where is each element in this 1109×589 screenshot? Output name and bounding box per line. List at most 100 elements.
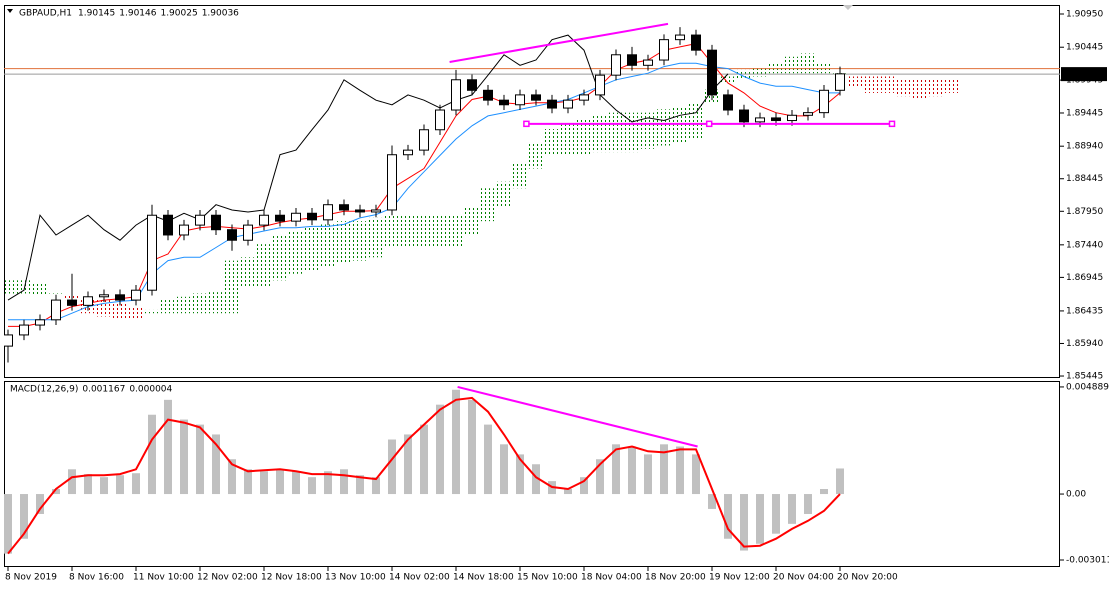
cloud-segment xyxy=(256,244,272,287)
candle-body xyxy=(243,224,253,241)
x-tick-label: 12 Nov 02:00 xyxy=(197,573,258,583)
y-tick-label: 1.87440 xyxy=(1066,240,1103,250)
candle-body xyxy=(163,214,173,236)
y-tick-label: 1.86435 xyxy=(1066,306,1103,316)
y-tick-label: 1.88445 xyxy=(1066,174,1103,184)
candle-body xyxy=(691,34,701,51)
macd-bar xyxy=(516,454,524,495)
macd-bar xyxy=(4,494,12,554)
candle-body xyxy=(499,99,509,106)
cloud-segment xyxy=(928,79,944,97)
indicator-line xyxy=(8,43,841,327)
candle-body xyxy=(275,214,285,222)
candle-body xyxy=(51,299,61,321)
candle-body xyxy=(307,212,317,221)
macd-bar xyxy=(404,434,412,495)
trend-anchor xyxy=(523,120,530,128)
cloud-segment xyxy=(752,66,768,77)
candle-body xyxy=(4,334,13,347)
cloud-segment xyxy=(272,234,288,281)
candle-body xyxy=(355,209,365,213)
x-tick-label: 8 Nov 16:00 xyxy=(69,573,124,583)
cloud-segment xyxy=(688,102,704,139)
macd-bar xyxy=(836,468,844,495)
cloud-segment xyxy=(176,296,192,314)
candle-body xyxy=(195,214,205,226)
quote-value: 1.90025 xyxy=(160,9,197,19)
macd-bar xyxy=(52,489,60,495)
candle-body xyxy=(563,99,573,109)
price-panel xyxy=(4,5,1060,378)
macd-title: MACD(12,26,9) xyxy=(10,385,78,395)
price-label: 1.90036 xyxy=(1065,70,1106,80)
indicator-line xyxy=(7,34,729,301)
cloud-segment xyxy=(496,181,512,209)
signal-value: 0.000004 xyxy=(129,385,172,395)
x-tick-label: 11 Nov 10:00 xyxy=(133,573,194,583)
signal-line xyxy=(7,396,841,555)
cloud-segment xyxy=(144,309,160,314)
y-tick-label: 1.85445 xyxy=(1066,372,1103,382)
candle-body xyxy=(115,294,125,301)
macd-bar xyxy=(580,477,588,495)
macd-bar xyxy=(20,494,28,539)
candle-body xyxy=(67,299,77,306)
cloud-segment xyxy=(112,303,128,320)
y-tick-label: 1.87950 xyxy=(1066,207,1103,217)
candle-body xyxy=(627,54,637,66)
macd-bar xyxy=(436,404,444,495)
candle-body xyxy=(131,289,141,301)
candle-body xyxy=(99,294,109,298)
cloud-segment xyxy=(912,79,928,100)
macd-bar xyxy=(468,399,476,495)
x-tick-label: 19 Nov 12:00 xyxy=(709,573,770,583)
candle-body xyxy=(435,109,445,131)
cloud-segment xyxy=(784,56,800,74)
quote-value: 1.90146 xyxy=(119,9,156,19)
macd-bar xyxy=(292,471,300,495)
cloud-segment xyxy=(880,76,896,93)
cloud-segment xyxy=(448,214,464,248)
macd-bar xyxy=(708,494,716,509)
chart-title: GBPAUD,H1 xyxy=(19,9,72,19)
macd-bar xyxy=(244,469,252,495)
candle-body xyxy=(579,94,589,101)
macd-bar xyxy=(116,475,124,495)
macd-bar xyxy=(596,459,604,495)
cloud-segment xyxy=(384,214,400,248)
macd-bar xyxy=(628,446,636,495)
cloud-segment xyxy=(416,214,432,248)
candle-body xyxy=(723,94,733,111)
cloud-segment xyxy=(624,112,640,153)
candle-body xyxy=(835,73,845,91)
candle-body xyxy=(35,319,45,326)
candle-body xyxy=(611,54,621,76)
cloud-segment xyxy=(320,224,336,268)
y-tick-label: 1.89445 xyxy=(1066,108,1103,118)
y-tick-label: 1.88940 xyxy=(1066,142,1103,152)
x-tick-label: 15 Nov 10:00 xyxy=(517,573,578,583)
cloud-segment xyxy=(32,283,48,295)
macd-bar xyxy=(772,494,780,534)
cloud-segment xyxy=(400,214,416,248)
candle-body xyxy=(227,229,237,241)
cloud-segment xyxy=(4,280,16,294)
macd-bar xyxy=(804,494,812,514)
cloud-segment xyxy=(864,76,880,93)
macd-bar xyxy=(100,477,108,495)
macd-bar xyxy=(612,444,620,495)
cloud-segment xyxy=(48,293,64,295)
x-tick-label: 18 Nov 04:00 xyxy=(581,573,642,583)
candle-body xyxy=(291,212,301,222)
trend-line xyxy=(449,22,669,64)
cloud-segment xyxy=(800,53,816,74)
cloud-segment xyxy=(592,115,608,153)
macd-bar xyxy=(644,454,652,495)
macd-bar xyxy=(228,459,236,495)
candle-body xyxy=(419,129,429,151)
macd-bar xyxy=(532,464,540,495)
candle-body xyxy=(771,117,781,122)
cloud-segment xyxy=(192,293,208,314)
x-tick-label: 20 Nov 20:00 xyxy=(837,573,898,583)
cloud-segment xyxy=(640,112,656,149)
